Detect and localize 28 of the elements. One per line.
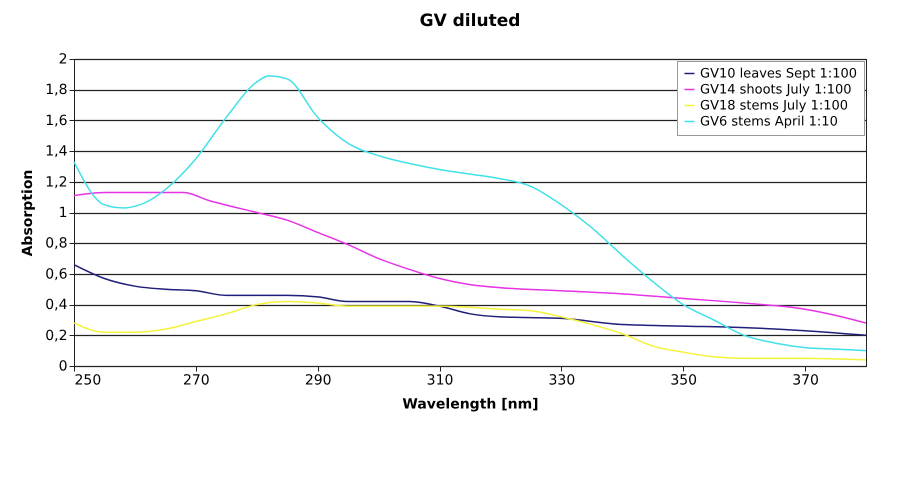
x-tick-label: 330 <box>548 372 576 388</box>
y-tick-label: 0 <box>58 358 68 374</box>
legend-label: GV18 stems July 1:100 <box>700 98 848 114</box>
legend-label: GV14 shoots July 1:100 <box>700 82 852 98</box>
legend-label: GV6 stems April 1:10 <box>700 114 838 130</box>
line-series <box>73 192 867 324</box>
chart-title: GV diluted <box>420 11 520 31</box>
x-tick-label: 350 <box>670 372 698 388</box>
x-tick-label: 270 <box>182 372 210 388</box>
y-tick-label: 1,2 <box>45 174 68 190</box>
y-tick-label: 2 <box>58 52 68 68</box>
line-series <box>73 264 867 336</box>
y-tick-label: 0,6 <box>45 266 68 282</box>
x-tick-label: 370 <box>792 372 819 388</box>
y-tick-label: 0,4 <box>45 297 68 314</box>
x-tick-label: 290 <box>304 372 332 388</box>
x-tick-label: 310 <box>426 372 454 388</box>
legend-label: GV10 leaves Sept 1:100 <box>700 66 858 82</box>
y-tick-label: 0,2 <box>45 328 68 344</box>
y-axis-title: Absorption <box>20 170 36 256</box>
y-tick-label: 1,8 <box>45 82 68 98</box>
y-tick-label: 1 <box>58 205 68 221</box>
y-tick-label: 1,4 <box>45 144 68 160</box>
y-tick-label: 1,6 <box>45 112 68 129</box>
x-axis-title: Wavelength [nm] <box>402 396 539 412</box>
y-tick-label: 0,8 <box>45 236 68 252</box>
x-tick-label: 250 <box>74 372 102 388</box>
line-series <box>73 300 867 361</box>
